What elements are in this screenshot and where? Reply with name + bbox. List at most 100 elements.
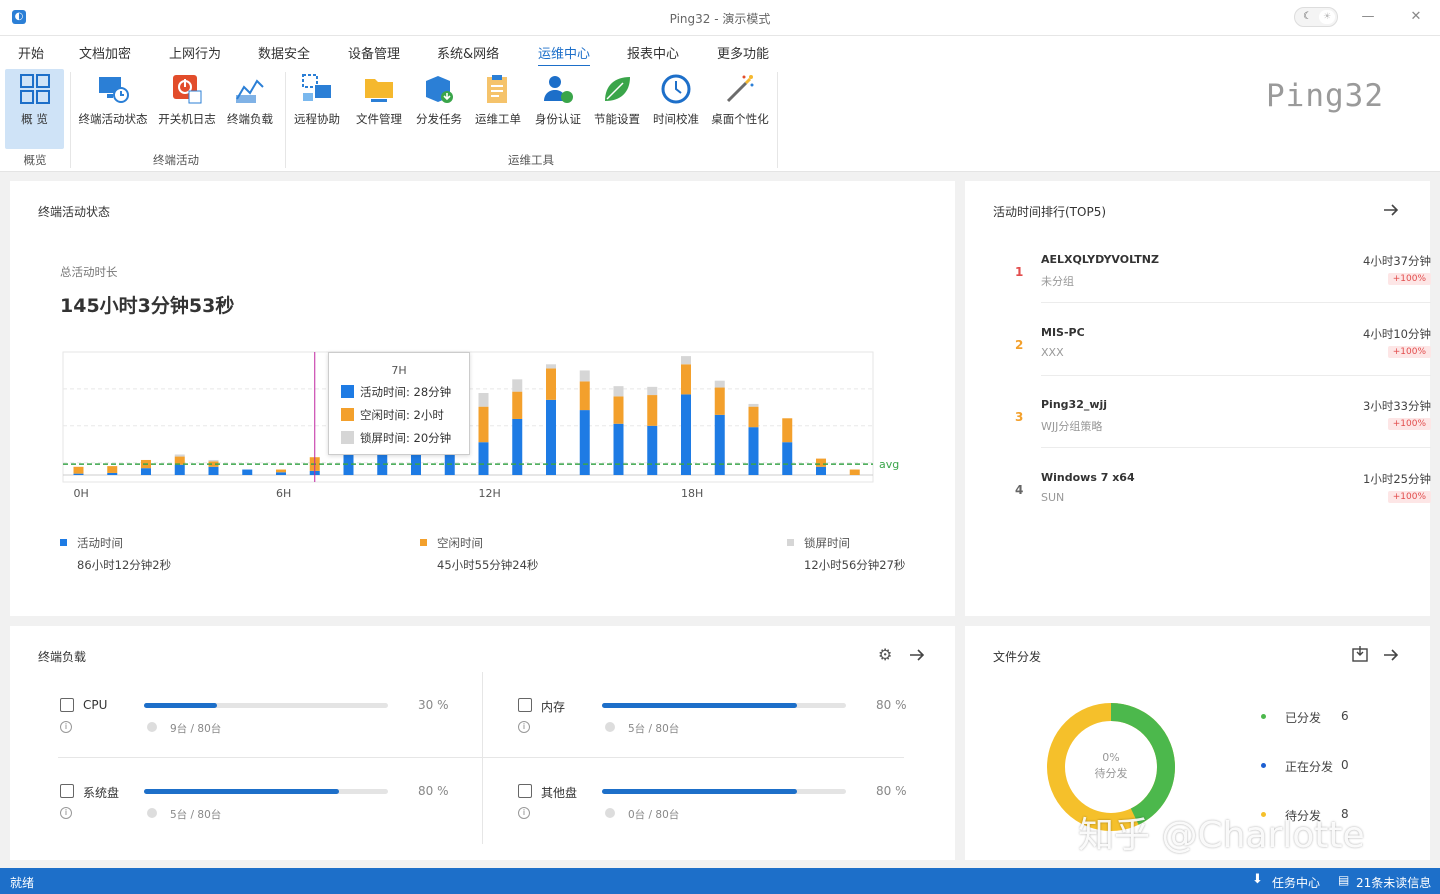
bar-idle-16H[interactable] — [613, 396, 624, 424]
bar-active-0H[interactable] — [73, 473, 84, 475]
bar-idle-3H[interactable] — [174, 456, 185, 465]
load-label: 系统盘 — [83, 786, 120, 800]
theme-toggle[interactable]: ☾ ☀ — [1294, 7, 1338, 27]
bar-idle-23H[interactable] — [849, 469, 860, 475]
arrow-right-icon[interactable] — [1382, 201, 1400, 219]
close-button[interactable]: ✕ — [1410, 9, 1422, 24]
ops-ticket-button[interactable]: 运维工单 — [470, 69, 526, 145]
x-tick-label: 18H — [681, 487, 703, 500]
bar-idle-20H[interactable] — [748, 406, 759, 428]
bar-active-15H[interactable] — [579, 410, 590, 475]
bar-idle-13H[interactable] — [512, 391, 523, 419]
bar-idle-4H[interactable] — [208, 461, 219, 467]
bar-active-2H[interactable] — [141, 468, 151, 475]
bar-active-10H[interactable] — [411, 442, 421, 475]
bar-active-16H[interactable] — [613, 423, 624, 475]
bar-active-18H[interactable] — [681, 394, 691, 475]
bar-lock-4H[interactable] — [208, 459, 219, 462]
minimize-button[interactable]: — — [1361, 9, 1375, 24]
info-icon[interactable]: i — [60, 807, 72, 819]
arrow-right-icon[interactable] — [1382, 646, 1400, 664]
identity-auth-label: 身份认证 — [535, 112, 581, 126]
menu-report-center[interactable]: 报表中心 — [627, 47, 680, 62]
bar-active-21H[interactable] — [782, 442, 793, 475]
menu-doc-encryption[interactable]: 文档加密 — [79, 47, 132, 62]
bar-idle-12H[interactable] — [478, 406, 489, 443]
legend-idle-name: 空闲时间 — [437, 536, 483, 550]
rank-row[interactable]: 4 Windows 7 x64 SUN 1小时25分钟 +100% — [1015, 461, 1431, 521]
info-icon[interactable]: i — [60, 721, 72, 733]
bar-idle-17H[interactable] — [647, 395, 658, 426]
info-icon[interactable]: i — [518, 807, 530, 819]
bar-active-9H[interactable] — [377, 443, 388, 475]
bar-idle-21H[interactable] — [782, 418, 793, 443]
bar-active-1H[interactable] — [107, 472, 118, 475]
bar-idle-15H[interactable] — [579, 381, 590, 411]
bar-active-12H[interactable] — [478, 442, 489, 475]
unread-messages-link[interactable]: 21条未读信息 — [1356, 876, 1432, 890]
bar-active-11H[interactable] — [444, 440, 455, 475]
ops-ticket-label: 运维工单 — [475, 112, 521, 126]
bar-lock-19H[interactable] — [714, 380, 725, 388]
remote-assist-button[interactable]: 远程协助 — [289, 69, 345, 145]
bar-active-20H[interactable] — [748, 427, 759, 475]
bar-active-4H[interactable] — [208, 466, 219, 475]
leaf-icon — [605, 77, 630, 101]
arrow-right-icon[interactable] — [908, 646, 926, 664]
bar-active-17H[interactable] — [647, 425, 658, 475]
menu-system-network[interactable]: 系统&网络 — [437, 47, 500, 62]
menu-internet-behavior[interactable]: 上网行为 — [169, 47, 222, 62]
bar-active-8H[interactable] — [343, 447, 354, 475]
settings-gear-icon[interactable]: ⚙ — [878, 645, 893, 664]
bar-lock-14H[interactable] — [546, 364, 556, 369]
bar-idle-14H[interactable] — [546, 368, 556, 400]
power-log-button[interactable]: 开关机日志 — [155, 69, 219, 145]
bar-lock-16H[interactable] — [613, 386, 624, 397]
loading-dot-icon — [605, 808, 615, 818]
bar-active-22H[interactable] — [816, 466, 826, 475]
bar-idle-19H[interactable] — [714, 387, 725, 415]
rank-row[interactable]: 2 MIS-PC XXX 4小时10分钟 +100% — [1015, 316, 1431, 376]
terminal-activity-button[interactable]: 终端活动状态 — [75, 69, 151, 145]
x-tick-label: 12H — [479, 487, 501, 500]
bar-active-14H[interactable] — [546, 399, 556, 475]
menu-start[interactable]: 开始 — [18, 47, 45, 62]
energy-saving-button[interactable]: 节能设置 — [589, 69, 645, 145]
bar-lock-13H[interactable] — [512, 379, 523, 392]
bar-lock-15H[interactable] — [579, 370, 590, 382]
task-center-link[interactable]: 任务中心 — [1272, 876, 1321, 890]
terminal-load-button[interactable]: 终端负载 — [223, 69, 277, 145]
menu-ops-center[interactable]: 运维中心 — [538, 43, 591, 67]
bar-idle-0H[interactable] — [73, 466, 84, 474]
menu-data-security[interactable]: 数据安全 — [258, 47, 311, 62]
rank-change-badge: +100% — [1387, 418, 1431, 430]
bar-lock-20H[interactable] — [748, 403, 759, 407]
legend-lock-name: 锁屏时间 — [804, 536, 850, 550]
bar-idle-6H[interactable] — [276, 469, 286, 473]
file-management-button[interactable]: 文件管理 — [351, 69, 407, 145]
desktop-personalize-button[interactable]: 桌面个性化 — [706, 69, 774, 145]
dispatch-task-button[interactable]: 分发任务 — [411, 69, 467, 145]
bar-active-19H[interactable] — [714, 414, 725, 475]
rank-row[interactable]: 1 AELXQLYDYVOLTNZ 未分组 4小时37分钟 +100% — [1015, 243, 1431, 303]
overview-grid-icon — [19, 74, 50, 104]
bar-active-13H[interactable] — [512, 418, 523, 475]
bar-idle-18H[interactable] — [681, 364, 691, 395]
rank-row[interactable]: 3 Ping32_wjj WJJ分组策略 3小时33分钟 +100% — [1015, 388, 1431, 448]
info-icon[interactable]: i — [518, 721, 530, 733]
bar-lock-17H[interactable] — [647, 386, 658, 396]
bar-idle-1H[interactable] — [107, 466, 118, 473]
overview-button[interactable]: 概 览 — [5, 69, 64, 149]
time-calibration-button[interactable]: 时间校准 — [648, 69, 704, 145]
bar-idle-22H[interactable] — [816, 458, 826, 467]
bar-active-6H[interactable] — [276, 472, 286, 475]
bar-active-3H[interactable] — [174, 464, 185, 475]
bar-active-5H[interactable] — [242, 469, 253, 475]
menu-more-features[interactable]: 更多功能 — [717, 47, 770, 62]
identity-auth-button[interactable]: 身份认证 — [530, 69, 586, 145]
bar-lock-18H[interactable] — [681, 356, 691, 365]
download-icon[interactable] — [1351, 645, 1369, 663]
bar-lock-12H[interactable] — [478, 393, 489, 407]
bar-lock-3H[interactable] — [174, 454, 185, 457]
menu-device-management[interactable]: 设备管理 — [348, 47, 401, 62]
